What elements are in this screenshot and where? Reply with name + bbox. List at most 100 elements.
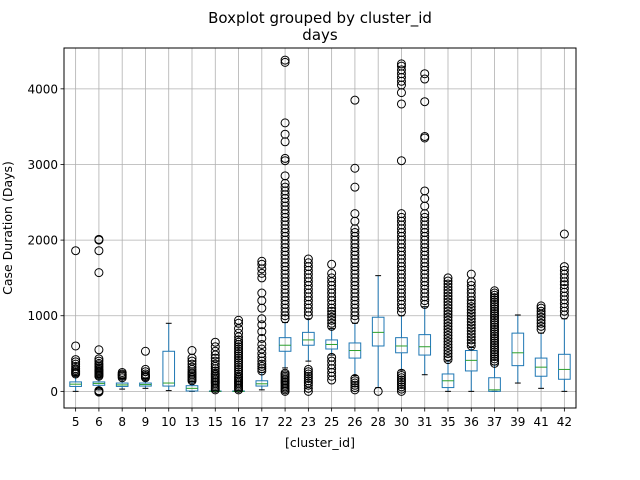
- outlier-point: [420, 69, 430, 79]
- outlier-point: [140, 364, 150, 374]
- outlier-point: [234, 328, 244, 338]
- outlier-point: [303, 367, 313, 377]
- outlier-point: [490, 349, 500, 359]
- outlier-point: [466, 332, 476, 342]
- outlier-point: [490, 295, 500, 305]
- outlier-point: [327, 306, 337, 316]
- boxes: [69, 55, 571, 397]
- outlier-point: [443, 336, 453, 346]
- outlier-point: [536, 306, 546, 316]
- outlier-point: [536, 321, 546, 331]
- outlier-point: [257, 259, 267, 269]
- outlier-point: [490, 288, 500, 298]
- outlier-point: [234, 362, 244, 372]
- outlier-point: [466, 329, 476, 339]
- outlier-point: [187, 356, 197, 366]
- outlier-point: [71, 361, 81, 371]
- outlier-point: [443, 303, 453, 313]
- outlier-point: [559, 262, 569, 272]
- outlier-point: [559, 265, 569, 275]
- outlier-point: [327, 321, 337, 331]
- outlier-point: [140, 369, 150, 379]
- x-tick-label: 37: [487, 415, 502, 429]
- outlier-point: [490, 338, 500, 348]
- box-group-36: [464, 269, 478, 392]
- outlier-point: [443, 306, 453, 316]
- x-tick-label: 41: [533, 415, 548, 429]
- x-axis-label: [cluster_id]: [285, 435, 355, 450]
- outlier-point: [280, 171, 290, 181]
- outlier-point: [94, 356, 104, 366]
- outlier-point: [234, 337, 244, 347]
- outlier-point: [350, 209, 360, 219]
- outlier-point: [420, 212, 430, 222]
- outlier-point: [303, 374, 313, 384]
- outlier-point: [257, 349, 267, 359]
- outlier-point: [280, 156, 290, 166]
- outlier-point: [303, 258, 313, 268]
- x-tick-label: 8: [118, 415, 126, 429]
- outlier-point: [396, 377, 406, 387]
- outlier-point: [443, 276, 453, 286]
- outlier-point: [443, 333, 453, 343]
- box-group-5: [69, 246, 82, 392]
- outlier-point: [490, 342, 500, 352]
- x-tick-label: 26: [347, 415, 362, 429]
- outlier-point: [443, 300, 453, 310]
- box-group-42: [558, 229, 571, 392]
- grid-lines: [64, 48, 576, 408]
- x-tick-label: 15: [208, 415, 223, 429]
- outlier-point: [396, 99, 406, 109]
- y-tick-label: 0: [50, 385, 58, 399]
- outlier-point: [396, 212, 406, 222]
- box-group-22: [278, 55, 292, 396]
- outlier-point: [466, 269, 476, 279]
- x-tick-label: 25: [324, 415, 339, 429]
- outlier-point: [490, 318, 500, 328]
- outlier-point: [210, 342, 220, 352]
- outlier-point: [234, 355, 244, 365]
- outlier-point: [234, 353, 244, 363]
- outlier-point: [303, 364, 313, 374]
- box-iqr: [558, 353, 571, 380]
- outlier-point: [443, 352, 453, 362]
- outlier-point: [466, 314, 476, 324]
- box-iqr: [511, 332, 525, 367]
- outlier-point: [350, 378, 360, 388]
- y-tick-label: 3000: [27, 158, 58, 172]
- outlier-point: [280, 182, 290, 192]
- outlier-point: [210, 337, 220, 347]
- x-tick-label: 42: [557, 415, 572, 429]
- x-tick-label: 10: [161, 415, 176, 429]
- outlier-point: [536, 312, 546, 322]
- outlier-point: [234, 335, 244, 345]
- x-tick-label: 6: [95, 415, 103, 429]
- outlier-point: [443, 282, 453, 292]
- outlier-point: [350, 163, 360, 173]
- outlier-point: [303, 380, 313, 390]
- x-tick-label: 9: [142, 415, 150, 429]
- outlier-point: [443, 288, 453, 298]
- outlier-point: [117, 367, 127, 377]
- outlier-point: [350, 383, 360, 393]
- outlier-point: [490, 308, 500, 318]
- x-tick-label: 16: [231, 415, 246, 429]
- outlier-point: [443, 279, 453, 289]
- outlier-point: [327, 309, 337, 319]
- outlier-point: [443, 297, 453, 307]
- outlier-point: [490, 302, 500, 312]
- outlier-point: [327, 318, 337, 328]
- outlier-point: [94, 268, 104, 278]
- outlier-point: [257, 344, 267, 354]
- box-group-6: [92, 234, 106, 397]
- outlier-point: [443, 321, 453, 331]
- outlier-point: [536, 324, 546, 334]
- x-tick-label: 23: [301, 415, 316, 429]
- outlier-point: [280, 57, 290, 67]
- outlier-point: [327, 356, 337, 366]
- x-tick-label: 30: [394, 415, 409, 429]
- outlier-point: [396, 373, 406, 383]
- box-group-41: [534, 301, 548, 389]
- outlier-point: [420, 74, 430, 84]
